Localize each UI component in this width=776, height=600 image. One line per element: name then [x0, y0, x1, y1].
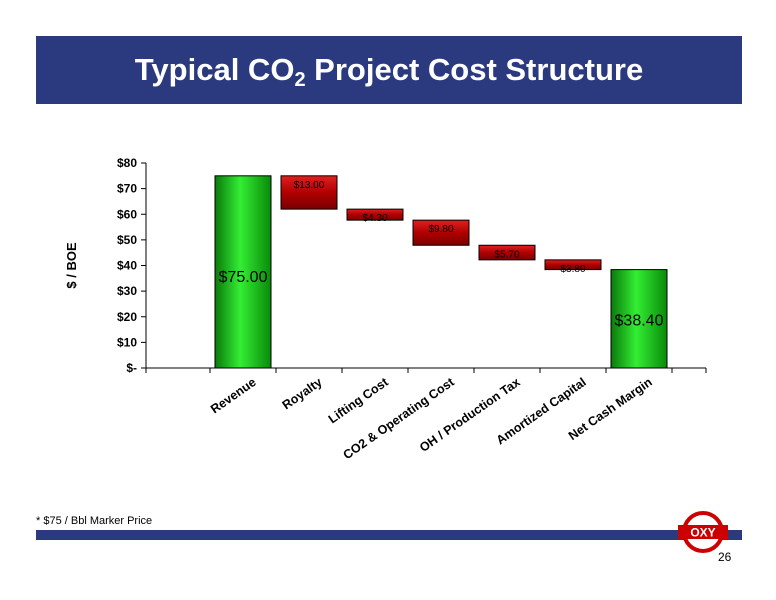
oxy-logo: OXY — [678, 511, 728, 553]
chart-bars — [214, 175, 668, 369]
total-bar — [214, 175, 272, 369]
y-tick-label: $10 — [117, 335, 137, 349]
data-label: $75.00 — [219, 269, 268, 286]
decrease-bar — [478, 244, 536, 261]
title-text: Typical CO — [134, 52, 295, 87]
decrease-bar — [280, 175, 338, 210]
y-tick-label: $70 — [117, 182, 137, 196]
data-label: $4.30 — [362, 213, 387, 224]
footnote: * $75 / Bbl Marker Price — [36, 515, 153, 527]
data-label: $38.40 — [615, 312, 664, 329]
chart-axes: $- $10 $20 $30 $40 $50 $60 $70 $80 $ / BOE — [64, 156, 707, 375]
decrease-bar — [544, 259, 602, 271]
data-label: $5.70 — [494, 249, 519, 260]
data-label: $9.80 — [428, 224, 453, 235]
title-text-rest: Project Cost Structure — [305, 52, 644, 87]
x-tick-label: CO2 & Operating Cost — [341, 375, 458, 463]
y-tick-label: $40 — [117, 259, 137, 273]
decrease-bar — [412, 219, 470, 246]
page-number: 26 — [718, 550, 732, 564]
y-tick-label: $50 — [117, 233, 137, 247]
y-tick-label: $30 — [117, 284, 137, 298]
title-subscript: 2 — [294, 69, 306, 91]
bottom-bar — [36, 530, 742, 540]
y-axis-label: $ / BOE — [64, 242, 79, 289]
data-label: $13.00 — [294, 180, 325, 191]
y-tick-label: $20 — [117, 310, 137, 324]
logo-text: OXY — [690, 526, 715, 540]
x-tick-label: Royalty — [280, 375, 325, 412]
x-tick-label: Revenue — [208, 375, 259, 416]
decrease-bar — [346, 208, 404, 221]
page-title: Typical CO2 Project Cost Structure — [36, 36, 742, 104]
y-tick-label: $80 — [117, 156, 137, 170]
data-label: $3.80 — [560, 264, 585, 275]
y-tick-label: $60 — [117, 207, 137, 221]
y-tick-label: $- — [126, 361, 137, 375]
x-tick-label: Lifting Cost — [326, 375, 392, 427]
title-bar: Typical CO2 Project Cost Structure — [36, 36, 742, 104]
total-bar — [610, 269, 668, 369]
